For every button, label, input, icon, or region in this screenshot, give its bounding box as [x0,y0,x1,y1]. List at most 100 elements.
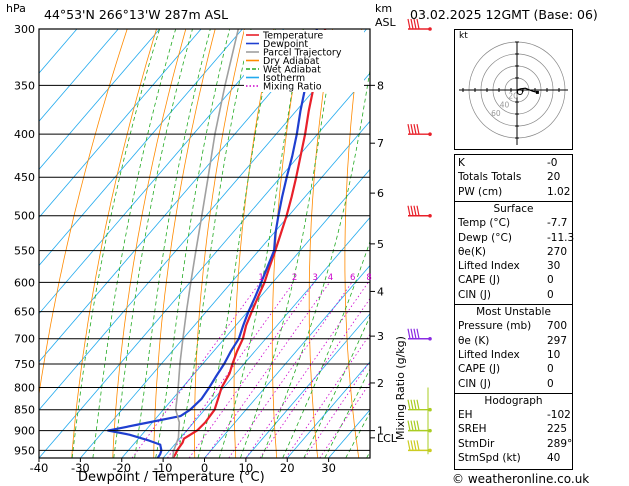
index-key: CIN (J) [458,288,491,301]
hodograph-storm-motion [517,89,523,95]
wet-adiabat-line [240,29,338,458]
wet-adiabat-line [197,29,276,458]
index-key: Dewp (°C) [458,231,512,244]
wet-adiabat-line [92,29,177,458]
index-row: SREH 225 [455,423,572,437]
pressure-tick-label: 700 [14,333,35,346]
mixing-ratio-line [188,282,315,458]
dry-adiabat-line [344,29,363,458]
isotherm-line [80,120,370,458]
pressure-tick-label: 750 [14,358,35,371]
mixing-ratio-line [285,333,370,458]
hodograph-ring-label: 20 [508,92,518,101]
index-value: 289° [547,437,573,450]
pressure-tick-label: 600 [14,276,35,289]
index-key: K [458,157,465,169]
dry-adiabat-line [194,29,245,458]
plot-area [39,29,629,458]
mixing-ratio-line [304,360,370,458]
temp-tick-label: -20 [112,461,131,475]
legend-item-label: Wet Adiabat [263,65,321,76]
isotherm-line [286,361,370,458]
index-key: Lifted Index [458,260,520,273]
hodograph-panel: 20 40 60 kt [454,29,573,150]
mixing-ratio-label: 8 [366,273,371,283]
index-key: StmDir [458,437,495,450]
index-row: PW (cm) 1.02 [455,186,572,200]
index-value: 700 [547,320,568,333]
index-row: CIN (J) 0 [455,378,572,392]
wet-adiabat-line [324,368,370,458]
copyright-label: © weatheronline.co.uk [452,472,590,486]
location-label: 44°53'N 266°13'W 287m ASL [44,7,229,22]
index-value: -7.7 [547,217,568,230]
wind-barb [407,124,432,136]
mixing-ratio-label: 2 [292,273,297,283]
km-tick-label: 7 [377,137,384,150]
wet-adiabat-line [303,315,370,458]
isotherm-line [204,264,370,458]
temp-tick-label: -10 [154,461,173,475]
isotherm-line [39,29,243,267]
legend-item-label: Mixing Ratio [263,82,322,93]
index-row: K -0 [455,157,572,171]
wind-barb [407,440,432,453]
index-value: 225 [547,423,568,436]
mixing-ratio-line [204,282,330,458]
isotherm-line [39,29,326,363]
index-key: θe(K) [458,245,486,258]
dry-adiabat-line [71,29,157,458]
isotherm-line [39,29,202,219]
series-dewpoint [107,29,318,458]
index-row: Dewp (°C) -11.3 [455,231,574,246]
temp-tick-label: 0 [201,461,208,475]
km-tick-label: 6 [377,187,384,200]
mixing-ratio-line [245,282,369,458]
pressure-tick-label: 300 [14,23,35,36]
wind-barb [407,420,432,433]
pressure-tick-label: 450 [14,171,35,184]
axes: 3003504004505005506006507007508008509009… [14,23,398,475]
panel-separator [455,304,572,305]
index-value: 30 [547,260,561,273]
index-key: CAPE (J) [458,363,501,376]
temp-tick-label: 30 [321,461,336,475]
index-row: CAPE (J) 0 [455,363,572,377]
index-value: 0 [547,377,554,390]
mixing-ratio-axis-label: Mixing Ratio (g/kg) [394,336,407,440]
isotherm-line [39,29,367,411]
wet-adiabat-line [71,29,160,458]
wind-barb [407,205,432,218]
index-key: Totals Totals [458,171,522,184]
temp-tick-label: -40 [30,461,49,475]
dry-adiabat-line [233,29,275,458]
index-key: EH [458,409,473,422]
dry-adiabat-line [153,29,216,458]
index-key: CIN (J) [458,377,491,390]
pressure-tick-label: 800 [14,382,35,395]
dry-adiabat-line [271,29,304,458]
km-tick-label: 2 [377,377,384,390]
wet-adiabat-line [282,240,370,458]
index-value: -0 [547,157,558,169]
index-key: PW (cm) [458,185,503,198]
pressure-tick-label: 650 [14,306,35,319]
isotherm-line [121,168,370,458]
km-label: km [375,2,393,15]
indices-panel: K -0 Totals Totals 20 PW (cm) 1.02 Surface Temp… [454,154,574,470]
dry-adiabat-line [597,29,629,458]
index-row: Pressure (mb) 700 [455,320,572,334]
index-row: CIN (J) 0 [455,289,572,303]
index-value: 40 [547,452,561,464]
temp-tick-label: 10 [239,461,254,475]
index-value: 0 [547,288,554,301]
pressure-tick-label: 350 [14,79,35,92]
mixing-ratio-line [228,282,353,458]
pressure-tick-label: 550 [14,245,35,258]
wet-adiabat-line [155,29,231,458]
hodograph-unit-label: kt [459,31,468,41]
index-value: 270 [547,245,568,258]
index-key: CAPE (J) [458,274,501,287]
series-temperature [171,29,327,458]
